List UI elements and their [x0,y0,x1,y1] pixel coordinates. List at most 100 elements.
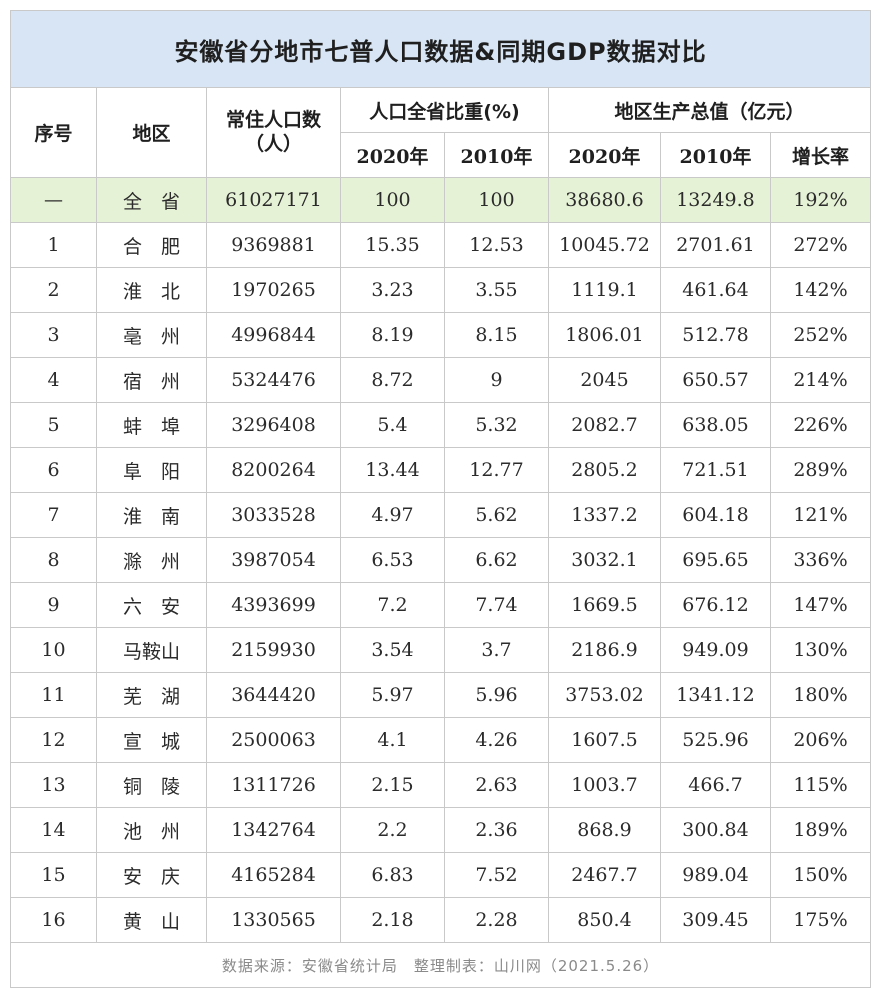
cell-region: 淮 南 [96,492,207,538]
cell-region: 全 省 [96,177,207,223]
total-row: — 全 省 61027171 100 100 38680.6 13249.8 1… [10,177,872,223]
cell-growth: 180% [769,672,872,718]
cell-population: 3033528 [206,492,341,538]
cell-ratio-2010: 7.74 [444,582,549,628]
cell-growth: 115% [769,762,872,808]
cell-growth: 147% [769,582,872,628]
cell-index: 8 [10,537,97,583]
table-row: 2 淮 北 1970265 3.23 3.55 1119.1 461.64 14… [10,267,872,313]
table-row: 8 滁 州 3987054 6.53 6.62 3032.1 695.65 33… [10,537,872,583]
cell-growth: 272% [769,222,872,268]
cell-gdp-2010: 2701.61 [660,222,771,268]
cell-growth: 130% [769,627,872,673]
cell-gdp-2020: 3032.1 [548,537,661,583]
cell-gdp-2010: 461.64 [660,267,771,313]
cell-index: 15 [10,852,97,898]
cell-population: 9369881 [206,222,341,268]
cell-population: 3987054 [206,537,341,583]
cell-growth: 289% [769,447,872,493]
cell-region: 滁 州 [96,537,207,583]
cell-index: — [10,177,97,223]
cell-region: 池 州 [96,807,207,853]
cell-gdp-2010: 721.51 [660,447,771,493]
cell-growth: 189% [769,807,872,853]
cell-ratio-2020: 2.2 [340,807,445,853]
header-ratio-2020: 2020年 [340,132,445,178]
cell-gdp-2010: 676.12 [660,582,771,628]
cell-gdp-2010: 512.78 [660,312,771,358]
cell-ratio-2020: 2.18 [340,897,445,943]
cell-ratio-2020: 13.44 [340,447,445,493]
cell-index: 14 [10,807,97,853]
cell-ratio-2020: 6.83 [340,852,445,898]
cell-ratio-2010: 5.96 [444,672,549,718]
cell-population: 3644420 [206,672,341,718]
cell-growth: 226% [769,402,872,448]
cell-ratio-2020: 6.53 [340,537,445,583]
cell-gdp-2020: 2082.7 [548,402,661,448]
cell-index: 2 [10,267,97,313]
cell-region: 宣 城 [96,717,207,763]
cell-gdp-2010: 525.96 [660,717,771,763]
table-row: 7 淮 南 3033528 4.97 5.62 1337.2 604.18 12… [10,492,872,538]
cell-ratio-2010: 5.32 [444,402,549,448]
cell-gdp-2010: 1341.12 [660,672,771,718]
cell-gdp-2010: 638.05 [660,402,771,448]
cell-index: 7 [10,492,97,538]
cell-population: 8200264 [206,447,341,493]
cell-gdp-2010: 650.57 [660,357,771,403]
cell-ratio-2020: 3.54 [340,627,445,673]
table-row: 10 马鞍山 2159930 3.54 3.7 2186.9 949.09 13… [10,627,872,673]
table-row: 14 池 州 1342764 2.2 2.36 868.9 300.84 189… [10,807,872,853]
cell-ratio-2020: 5.97 [340,672,445,718]
cell-growth: 150% [769,852,872,898]
cell-gdp-2020: 1337.2 [548,492,661,538]
cell-population: 4393699 [206,582,341,628]
table-row: 4 宿 州 5324476 8.72 9 2045 650.57 214% [10,357,872,403]
cell-gdp-2020: 868.9 [548,807,661,853]
cell-growth: 214% [769,357,872,403]
cell-growth: 252% [769,312,872,358]
cell-gdp-2020: 2805.2 [548,447,661,493]
table-row: 9 六 安 4393699 7.2 7.74 1669.5 676.12 147… [10,582,872,628]
table-row: 15 安 庆 4165284 6.83 7.52 2467.7 989.04 1… [10,852,872,898]
cell-region: 合 肥 [96,222,207,268]
cell-index: 1 [10,222,97,268]
cell-region: 芜 湖 [96,672,207,718]
cell-ratio-2010: 100 [444,177,549,223]
cell-population: 4165284 [206,852,341,898]
table-row: 5 蚌 埠 3296408 5.4 5.32 2082.7 638.05 226… [10,402,872,448]
population-gdp-table: 安徽省分地市七普人口数据&同期GDP数据对比 序号 地区 常住人口数 （人） 人… [9,10,872,988]
table-row: 13 铜 陵 1311726 2.15 2.63 1003.7 466.7 11… [10,762,872,808]
cell-ratio-2010: 3.7 [444,627,549,673]
table-row: 1 合 肥 9369881 15.35 12.53 10045.72 2701.… [10,222,872,268]
cell-population: 2500063 [206,717,341,763]
cell-population: 3296408 [206,402,341,448]
cell-gdp-2010: 309.45 [660,897,771,943]
cell-index: 3 [10,312,97,358]
table-row: 6 阜 阳 8200264 13.44 12.77 2805.2 721.51 … [10,447,872,493]
cell-gdp-2020: 2467.7 [548,852,661,898]
header-ratio-group: 人口全省比重(%) [340,87,549,133]
cell-ratio-2010: 7.52 [444,852,549,898]
cell-gdp-2010: 989.04 [660,852,771,898]
cell-gdp-2020: 3753.02 [548,672,661,718]
table-row: 3 亳 州 4996844 8.19 8.15 1806.01 512.78 2… [10,312,872,358]
cell-population: 4996844 [206,312,341,358]
cell-gdp-2010: 695.65 [660,537,771,583]
cell-ratio-2020: 5.4 [340,402,445,448]
cell-growth: 142% [769,267,872,313]
cell-region: 安 庆 [96,852,207,898]
header-gdp-2010: 2010年 [660,132,771,178]
cell-ratio-2020: 8.72 [340,357,445,403]
cell-ratio-2010: 3.55 [444,267,549,313]
cell-population: 61027171 [206,177,341,223]
table-row: 11 芜 湖 3644420 5.97 5.96 3753.02 1341.12… [10,672,872,718]
cell-population: 2159930 [206,627,341,673]
cell-ratio-2010: 8.15 [444,312,549,358]
cell-index: 12 [10,717,97,763]
cell-population: 5324476 [206,357,341,403]
cell-ratio-2020: 15.35 [340,222,445,268]
cell-gdp-2010: 604.18 [660,492,771,538]
cell-ratio-2010: 12.77 [444,447,549,493]
